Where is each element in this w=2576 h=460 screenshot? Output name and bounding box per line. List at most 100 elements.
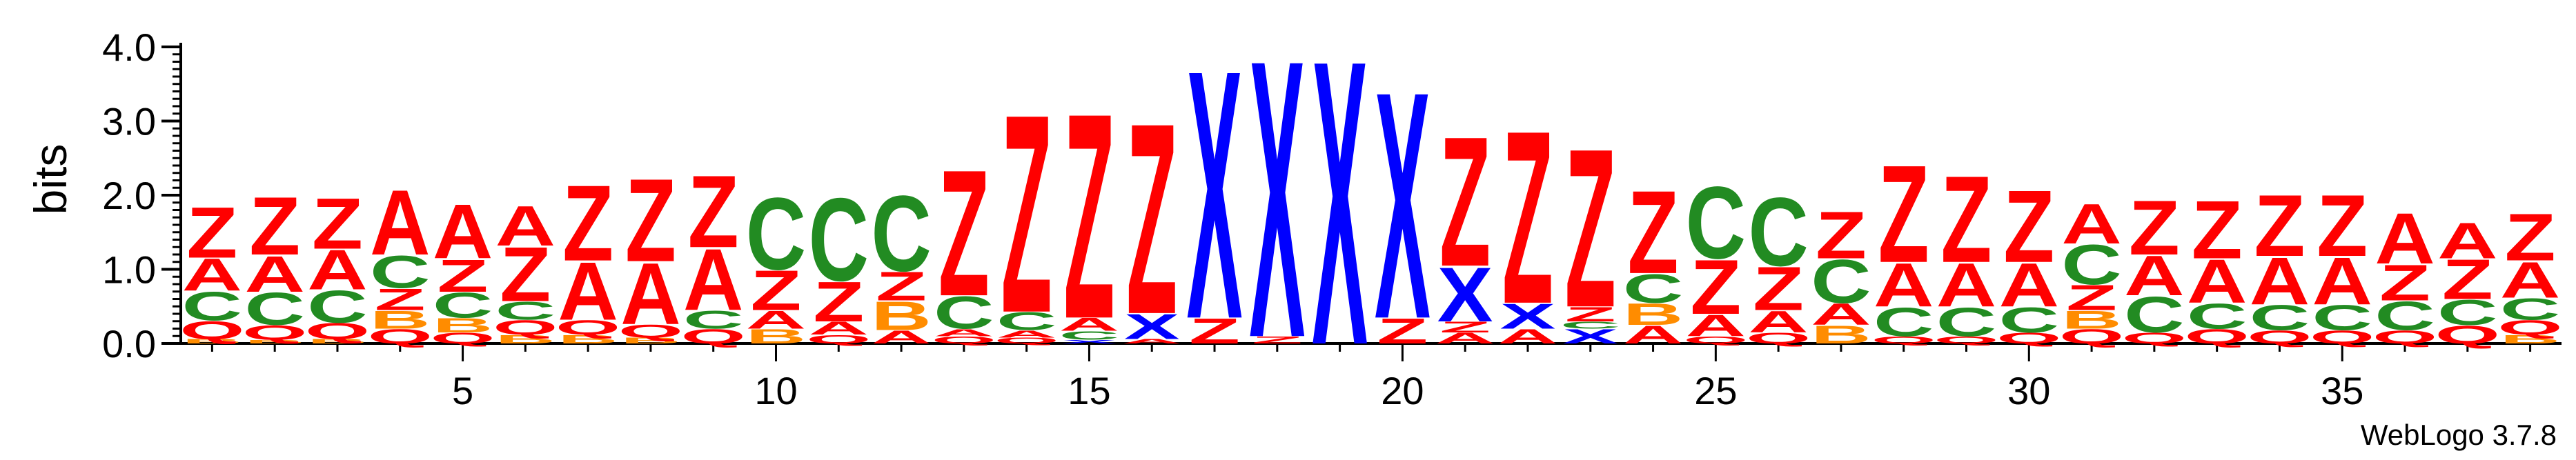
logo-letter-q: Q xyxy=(1683,334,1748,346)
logo-letter-c: C xyxy=(370,246,430,297)
logo-letter-b: B xyxy=(871,293,931,339)
logo-letter-b: B xyxy=(433,314,493,337)
y-axis-title: bits xyxy=(25,144,76,215)
logo-column-22: AXZ xyxy=(1497,79,1557,356)
logo-letter-z: Z xyxy=(1565,102,1616,354)
logo-letter-q: Q xyxy=(932,334,996,346)
logo-letter-z: Z xyxy=(1001,56,1052,372)
logo-letter-c: C xyxy=(683,306,743,334)
logo-column-16: AXZ xyxy=(1122,66,1182,371)
logo-letter-z: Z xyxy=(1565,303,1616,326)
x-tick-label: 15 xyxy=(1068,369,1110,412)
y-tick-label: 1.0 xyxy=(102,248,156,292)
logo-letter-a: A xyxy=(1686,308,1746,343)
logo-letter-b: B xyxy=(746,325,806,348)
logo-letter-c: C xyxy=(1936,299,1996,345)
logo-letter-a: A xyxy=(495,194,555,257)
logo-letter-a: A xyxy=(307,238,367,301)
logo-letter-c: C xyxy=(1686,165,1746,280)
logo-letter-z: Z xyxy=(625,155,676,287)
logo-letter-a: A xyxy=(620,246,680,343)
logo-letter-c: C xyxy=(871,172,931,294)
y-tick-label: 2.0 xyxy=(102,174,156,217)
logo-letter-b: B xyxy=(182,338,242,345)
logo-letter-x: X xyxy=(1249,0,1305,421)
x-tick-label: 35 xyxy=(2321,369,2363,412)
logo-letter-z: Z xyxy=(2129,184,2180,271)
logo-column-17: ZX xyxy=(1187,0,1243,394)
logo-letter-b: B xyxy=(307,338,367,345)
logo-letter-c: C xyxy=(2124,286,2184,343)
logo-letter-c: C xyxy=(1748,177,1808,286)
logo-letter-c: C xyxy=(1059,329,1119,343)
logo-letter-b: B xyxy=(2500,332,2560,346)
logo-letter-c: C xyxy=(495,297,555,326)
logo-letter-a: A xyxy=(2437,212,2497,270)
logo-letter-a: A xyxy=(871,327,931,348)
logo-letter-z: Z xyxy=(938,133,990,334)
logo-letter-a: A xyxy=(1497,325,1557,348)
logo-letter-a: A xyxy=(2312,244,2372,319)
logo-letter-c: C xyxy=(1560,319,1620,331)
logo-letter-q: Q xyxy=(2185,325,2250,348)
logo-letter-a: A xyxy=(746,306,806,334)
logo-letter-z: Z xyxy=(1502,79,1553,356)
x-tick-label: 30 xyxy=(2007,369,2050,412)
logo-letter-b: B xyxy=(1811,320,1871,349)
logo-letter-a: A xyxy=(2187,247,2247,316)
logo-letter-q: Q xyxy=(994,336,1059,345)
logo-letter-q: Q xyxy=(2498,316,2563,339)
logo-letter-a: A xyxy=(996,328,1056,340)
logo-letter-q: Q xyxy=(2059,325,2124,348)
logo-letter-q: Q xyxy=(2372,327,2437,348)
logo-letter-a: A xyxy=(1748,305,1808,339)
x-tick-label: 5 xyxy=(452,369,473,412)
logo-letter-q: Q xyxy=(1934,334,1998,346)
logo-letter-z: Z xyxy=(1439,319,1491,336)
logo-letter-a: A xyxy=(1999,250,2059,319)
logo-letter-stacks: BQCAZBQCAZBQCAZQBZCAQBCZABQCZABQAZBQAZQC… xyxy=(179,0,2562,430)
logo-letter-c: C xyxy=(2250,298,2310,338)
logo-letter-a: A xyxy=(2061,192,2121,255)
weblogo-credit: WebLogo 3.7.8 xyxy=(2361,419,2557,451)
x-tick-label: 20 xyxy=(1381,369,1424,412)
logo-letter-q: Q xyxy=(493,316,558,339)
logo-letter-x: X xyxy=(1500,296,1556,336)
logo-letter-a: A xyxy=(2250,244,2310,319)
logo-letter-z: Z xyxy=(2317,178,2368,275)
logo-letter-x: X xyxy=(1562,325,1618,348)
logo-letter-z: Z xyxy=(437,250,489,301)
logo-column-19: X xyxy=(1312,0,1368,430)
y-tick-label: 3.0 xyxy=(102,100,156,143)
logo-letter-z: Z xyxy=(1690,243,1741,330)
logo-letter-a: A xyxy=(1874,250,1934,319)
logo-letter-x: X xyxy=(1124,306,1180,346)
logo-letter-q: Q xyxy=(618,321,683,341)
logo-letter-c: C xyxy=(1999,300,2059,340)
logo-letter-a: A xyxy=(1059,314,1119,335)
logo-letter-c: C xyxy=(934,286,994,338)
logo-letter-x: X xyxy=(1312,0,1368,430)
logo-letter-c: C xyxy=(182,283,242,329)
logo-letter-z: Z xyxy=(876,263,927,309)
logo-letter-a: A xyxy=(2124,243,2184,307)
logo-letter-q: Q xyxy=(430,330,495,347)
logo-letter-a: A xyxy=(433,188,493,275)
